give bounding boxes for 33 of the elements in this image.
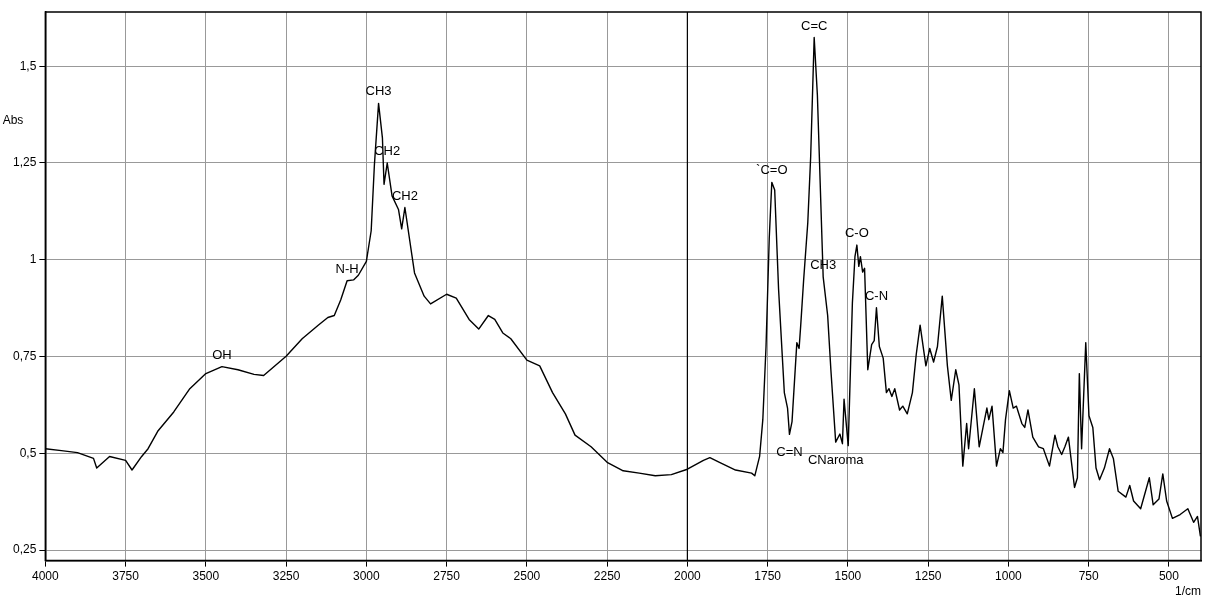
x-tick-label: 2250	[593, 569, 621, 584]
annotation: C=N	[776, 444, 803, 460]
x-tick-label: 3000	[353, 569, 381, 584]
annotation: CNaroma	[807, 452, 865, 468]
x-tick-label: 750	[1078, 569, 1099, 584]
annotation: C=C	[800, 17, 828, 33]
x-tick-label: 1750	[754, 569, 782, 584]
annotation: C-N	[864, 287, 889, 303]
x-tick-label: 2500	[513, 569, 541, 584]
annotation: `C=O	[756, 162, 788, 178]
y-tick-label: 1,5	[19, 58, 37, 73]
x-tick-label: 1500	[834, 569, 862, 584]
x-tick-label: 1250	[914, 569, 942, 584]
x-tick-label: 1000	[995, 569, 1023, 584]
x-tick-label: 3500	[192, 569, 220, 584]
annotation: CH3	[365, 83, 392, 99]
annotation: N-H	[335, 260, 359, 276]
x-tick-label: 2000	[674, 569, 702, 584]
y-axis-title: Abs	[2, 112, 24, 127]
y-tick-label: 0,75	[13, 348, 37, 363]
x-tick-label: 3750	[112, 569, 140, 584]
y-tick-label: 0,25	[13, 542, 37, 557]
annotation: C-O	[844, 225, 869, 241]
x-tick-label: 4000	[32, 569, 60, 584]
x-tick-label: 2750	[433, 569, 461, 584]
annotation: CH2	[391, 187, 418, 203]
y-tick-label: 1	[29, 252, 37, 267]
x-tick-label: 500	[1158, 569, 1180, 584]
y-tick-label: 0,5	[19, 445, 37, 460]
y-tick-label: 1,25	[13, 155, 37, 170]
x-axis-title: 1/cm	[1174, 584, 1201, 599]
annotation: OH	[212, 346, 232, 362]
x-tick-label: 3250	[272, 569, 300, 584]
